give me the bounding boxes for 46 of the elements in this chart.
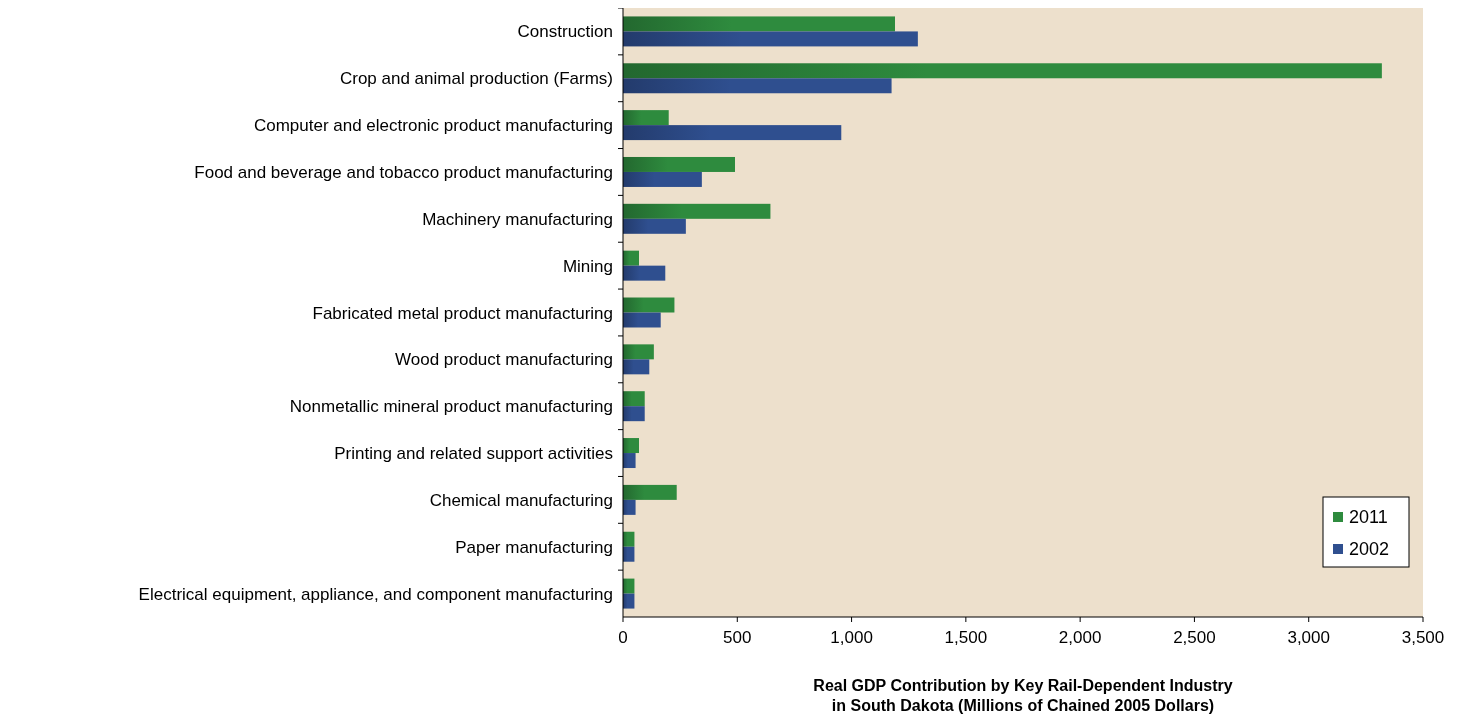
- y-tick-label: Electrical equipment, appliance, and component manufacturing: [138, 584, 613, 604]
- bar: [623, 453, 636, 469]
- y-tick-label: Crop and animal production (Farms): [339, 69, 613, 89]
- y-tick-label: Machinery manufacturing: [422, 209, 613, 229]
- y-tick-label: Construction: [517, 22, 613, 42]
- x-axis-title: Real GDP Contribution by Key Rail-Dependent Industry in South Dakota (Millions of Chained 2005 Dollars): [813, 677, 1233, 714]
- legend-label: 2002: [1349, 539, 1390, 559]
- x-tick-label: 1,500: [944, 628, 988, 647]
- x-tick-label: 3,000: [1287, 628, 1330, 647]
- y-tick-label: Chemical manufacturing: [429, 490, 613, 510]
- bar: [623, 78, 892, 94]
- bar: [623, 406, 645, 422]
- bar: [623, 438, 639, 454]
- y-tick-label: Mining: [562, 256, 613, 276]
- y-tick-label: Paper manufacturing: [455, 537, 613, 557]
- y-tick-label: Computer and electronic product manufacturing: [253, 116, 613, 136]
- bar: [623, 484, 677, 500]
- bar: [623, 250, 639, 266]
- y-tick-label: Printing and related support activities: [334, 444, 613, 464]
- bar: [623, 110, 669, 126]
- x-tick-label: 2,000: [1058, 628, 1102, 647]
- bar: [623, 391, 645, 407]
- bar: [623, 16, 895, 32]
- bar: [623, 125, 842, 141]
- bar: [623, 312, 661, 328]
- bar: [623, 344, 654, 360]
- bar: [623, 63, 1382, 79]
- y-tick-label: Wood product manufacturing: [395, 350, 613, 370]
- x-tick-label: 500: [723, 628, 752, 647]
- x-tick-label: 3,500: [1401, 628, 1445, 647]
- x-tick-label: 1,000: [830, 628, 873, 647]
- y-tick-label: Nonmetallic mineral product manufacturing: [289, 397, 613, 417]
- bar: [623, 218, 686, 234]
- bar: [623, 156, 735, 172]
- bar: [623, 31, 918, 47]
- bar: [623, 499, 636, 515]
- legend-label: 2011: [1349, 507, 1388, 527]
- x-tick-label: 0: [618, 628, 628, 647]
- bar: [623, 171, 702, 187]
- bar: [623, 203, 771, 219]
- y-tick-label: Food and beverage and tobacco product manufacturing: [194, 162, 613, 182]
- x-tick-label: 2,500: [1173, 628, 1216, 647]
- y-tick-label: Fabricated metal product manufacturing: [312, 303, 613, 323]
- bar: [623, 265, 666, 281]
- bar: [623, 297, 675, 313]
- bar: [623, 359, 650, 375]
